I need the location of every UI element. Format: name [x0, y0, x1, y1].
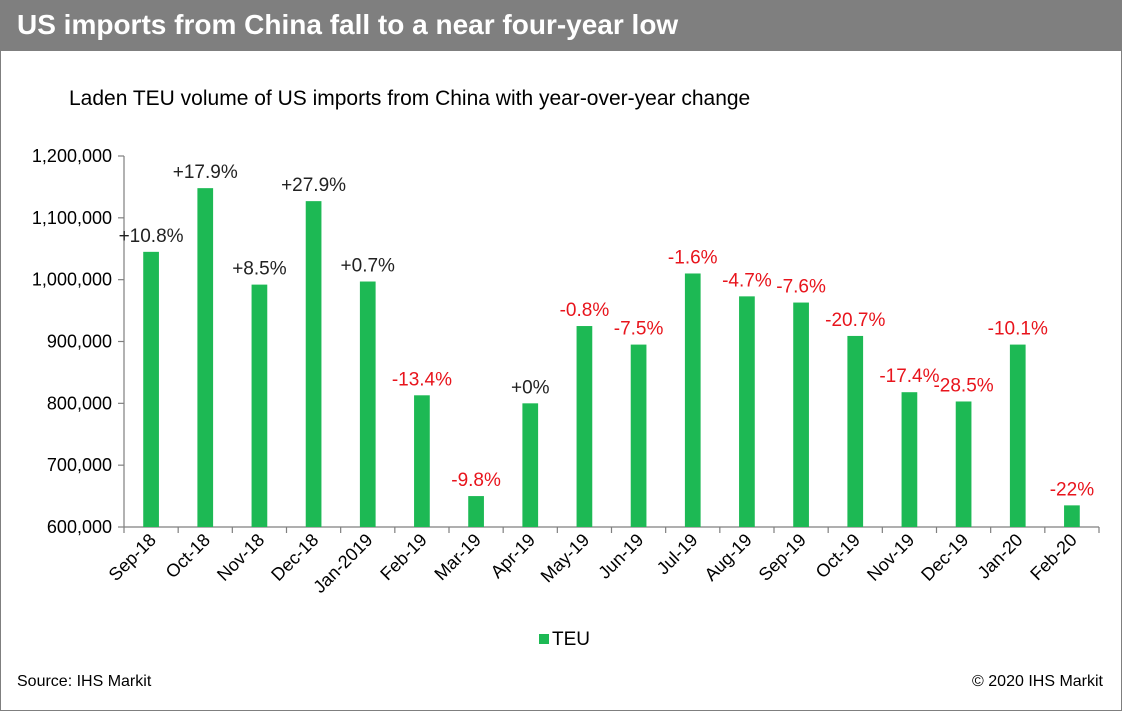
bar-jan-2019 [359, 281, 376, 527]
x-tick-label: Oct-18 [162, 530, 214, 582]
x-tick-label: Aug-19 [701, 530, 756, 585]
data-label: -4.7% [722, 270, 772, 291]
data-label: +8.5% [232, 259, 287, 280]
x-tick-label: Sep-19 [755, 530, 810, 585]
bar-mar-19 [468, 496, 484, 527]
data-label: -0.8% [560, 300, 610, 321]
bar-dec-19 [955, 401, 972, 527]
bar-feb-20 [1064, 505, 1080, 527]
page-title: US imports from China fall to a near fou… [17, 9, 679, 40]
y-tick-label: 800,000 [47, 393, 112, 413]
chart-bars [143, 188, 1080, 527]
legend-label: TEU [552, 629, 590, 650]
x-tick-label: Jan-2019 [309, 530, 376, 597]
data-label: -20.7% [825, 310, 885, 331]
x-tick-label: Jul-19 [653, 530, 702, 579]
data-label: +0.7% [341, 256, 396, 277]
data-label: -22% [1050, 479, 1094, 500]
x-tick-label: Jun-19 [594, 530, 647, 583]
data-label: -28.5% [933, 375, 993, 396]
x-tick-label: May-19 [537, 530, 594, 587]
y-tick-label: 1,000,000 [32, 270, 112, 290]
data-label: +0% [511, 377, 550, 398]
bar-apr-19 [522, 403, 539, 527]
data-label: -7.6% [776, 277, 826, 298]
bar-sep-19 [793, 302, 809, 527]
bar-jun-19 [630, 344, 647, 527]
chart-data-labels: +10.8% +17.9% +8.5% +27.9% +0.7% -13.4% -9.8% +… [119, 162, 1095, 500]
bar-sep-18 [143, 251, 159, 527]
x-tick-label: Dec-19 [917, 530, 972, 585]
bar-oct-19 [847, 335, 864, 527]
bar-feb-19 [414, 395, 430, 527]
x-tick-label: Feb-19 [376, 530, 430, 584]
bar-oct-18 [197, 188, 214, 527]
data-label: +27.9% [281, 175, 346, 196]
data-label: -17.4% [879, 366, 939, 387]
bar-nov-19 [901, 392, 918, 527]
data-label: -10.1% [988, 319, 1048, 340]
bar-dec-18 [305, 201, 322, 527]
data-label: -9.8% [451, 470, 501, 491]
x-tick-label: Mar-19 [430, 530, 484, 584]
x-tick-label: Sep-18 [105, 530, 160, 585]
x-tick-label: Feb-20 [1026, 530, 1080, 584]
bar-aug-19 [739, 296, 755, 527]
y-tick-label: 600,000 [47, 517, 112, 537]
chart-legend: TEU [539, 629, 590, 650]
title-bar: US imports from China fall to a near fou… [1, 1, 1122, 51]
y-tick-label: 1,100,000 [32, 208, 112, 228]
y-tick-label: 700,000 [47, 455, 112, 475]
x-tick-label: Nov-18 [213, 530, 268, 585]
chart-subtitle: Laden TEU volume of US imports from Chin… [69, 87, 751, 110]
x-tick-label: Dec-18 [267, 530, 322, 585]
x-tick-label: Apr-19 [487, 530, 539, 582]
x-tick-label: Oct-19 [812, 530, 864, 582]
data-label: -1.6% [668, 247, 718, 268]
x-tick-label: Jan-20 [974, 530, 1027, 583]
y-tick-label: 1,200,000 [32, 146, 112, 166]
y-tick-label: 900,000 [47, 332, 112, 352]
bar-nov-18 [251, 284, 268, 527]
bar-jan-20 [1009, 344, 1026, 527]
copyright-note: © 2020 IHS Markit [972, 673, 1103, 690]
data-label: -7.5% [614, 319, 664, 340]
source-note: Source: IHS Markit [17, 673, 152, 690]
legend-swatch [539, 634, 549, 644]
data-label: +17.9% [173, 162, 238, 183]
x-tick-label: Nov-19 [863, 530, 918, 585]
bar-may-19 [576, 326, 593, 527]
data-label: -13.4% [392, 369, 452, 390]
data-label: +10.8% [119, 226, 184, 247]
bar-jul-19 [684, 273, 701, 527]
